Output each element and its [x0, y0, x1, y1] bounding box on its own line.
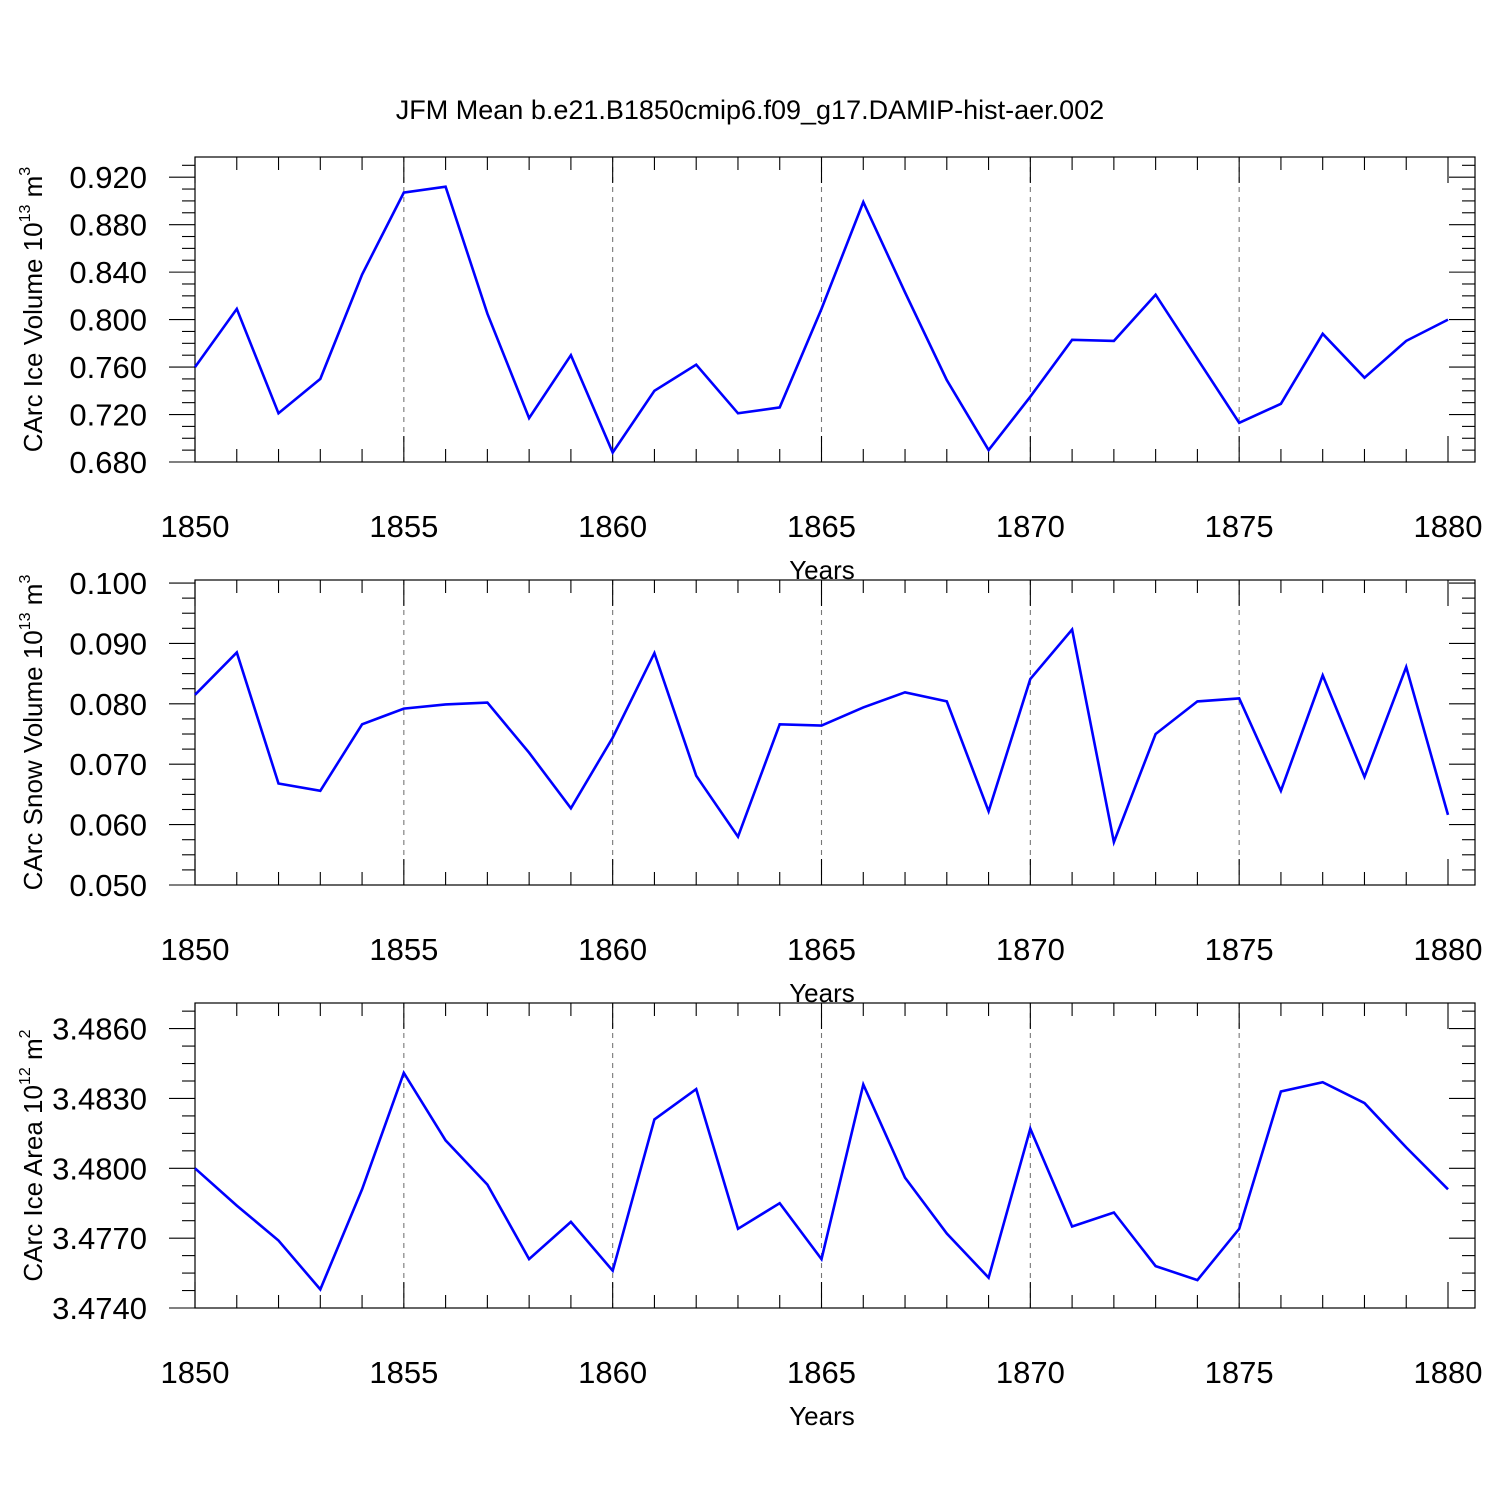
y-tick-label: 0.760: [69, 350, 147, 385]
y-tick-label: 0.050: [69, 868, 147, 903]
y-tick-label: 3.4860: [52, 1012, 147, 1047]
y-axis-label-unit-exponent: 3: [17, 167, 34, 176]
x-tick-label: 1875: [1205, 509, 1274, 544]
plot-frame: [194, 1002, 1476, 1309]
x-tick-label: 1875: [1205, 932, 1274, 967]
plot-frame: [194, 156, 1476, 463]
x-tick-label: 1865: [787, 1355, 856, 1390]
x-tick-label: 1850: [161, 509, 230, 544]
x-tick-label: 1870: [996, 509, 1065, 544]
y-tick-label: 0.070: [69, 747, 147, 782]
x-tick-label: 1860: [578, 1355, 647, 1390]
y-axis-label: CArc Snow Volume 1013 m3: [17, 575, 48, 891]
y-tick-label: 3.4770: [52, 1221, 147, 1256]
y-axis-label-unit-exponent: 2: [17, 1029, 34, 1038]
series-line-1: [194, 1069, 1449, 1292]
y-axis-label-unit: m: [18, 176, 48, 205]
y-tick-label: 0.090: [69, 626, 147, 661]
x-tick-label: 1855: [369, 509, 438, 544]
y-tick-label: 0.840: [69, 255, 147, 290]
panels: 1850 1855 1860 1865 1870 1875 1880 Years 0.680 0.…: [17, 156, 1483, 1431]
y-axis-label-exponent: 13: [17, 612, 34, 630]
x-tick-label: 1870: [996, 932, 1065, 967]
y-tick-label: 0.800: [69, 303, 147, 338]
y-axis-label-text: CArc Snow Volume 10: [18, 630, 48, 890]
y-axis-label-unit: m: [18, 1038, 48, 1067]
y-axis-label-unit-exponent: 3: [17, 575, 34, 584]
y-tick-label: 0.080: [69, 687, 147, 722]
plot-frame: [194, 579, 1476, 886]
x-tick-label: 1865: [787, 932, 856, 967]
y-tick-label: 0.680: [69, 445, 147, 480]
x-tick-label: 1855: [369, 932, 438, 967]
y-tick-label: 3.4800: [52, 1151, 147, 1186]
y-tick-label: 3.4830: [52, 1081, 147, 1116]
y-axis-label-exponent: 12: [17, 1067, 34, 1085]
y-tick-label: 0.720: [69, 398, 147, 433]
y-axis-label-unit: m: [18, 584, 48, 613]
figure-title: JFM Mean b.e21.B1850cmip6.f09_g17.DAMIP-…: [396, 95, 1104, 125]
y-tick-label: 3.4740: [52, 1291, 147, 1326]
x-tick-label: 1860: [578, 932, 647, 967]
x-tick-label: 1870: [996, 1355, 1065, 1390]
x-tick-label: 1865: [787, 509, 856, 544]
y-axis-label: CArc Ice Area 1012 m2: [17, 1029, 48, 1281]
panel-1: 1850 1855 1860 1865 1870 1875 1880Years0.6800.…: [17, 156, 1483, 585]
x-tick-label: 1855: [369, 1355, 438, 1390]
y-axis-label: CArc Ice Volume 1013 m3: [17, 167, 48, 452]
x-tick-label: 1880: [1414, 1355, 1483, 1390]
x-tick-label: 1850: [161, 932, 230, 967]
y-tick-label: 0.920: [69, 160, 147, 195]
series-line-1: [193, 185, 1449, 456]
y-axis-label-text: CArc Ice Area 10: [18, 1085, 48, 1282]
series-line-1: [194, 626, 1450, 847]
y-axis-label-text: CArc Ice Volume 10: [18, 222, 48, 452]
y-tick-label: 0.060: [69, 808, 147, 843]
y-tick-label: 0.100: [69, 566, 147, 601]
y-tick-label: 0.880: [69, 208, 147, 243]
x-tick-label: 1880: [1414, 509, 1483, 544]
panel-2: 1850 1855 1860 1865 1870 1875 1880Years0.0500.…: [17, 566, 1482, 1008]
x-tick-label: 1875: [1205, 1355, 1274, 1390]
panel-3: 1850 1855 1860 1865 1870 1875 1880 Years 3.4740 3…: [17, 1002, 1483, 1431]
x-axis-label: Years: [789, 1401, 855, 1431]
x-tick-label: 1880: [1414, 932, 1483, 967]
x-tick-label: 1860: [578, 509, 647, 544]
x-tick-label: 1850: [161, 1355, 230, 1390]
y-axis-label-exponent: 13: [17, 205, 34, 223]
